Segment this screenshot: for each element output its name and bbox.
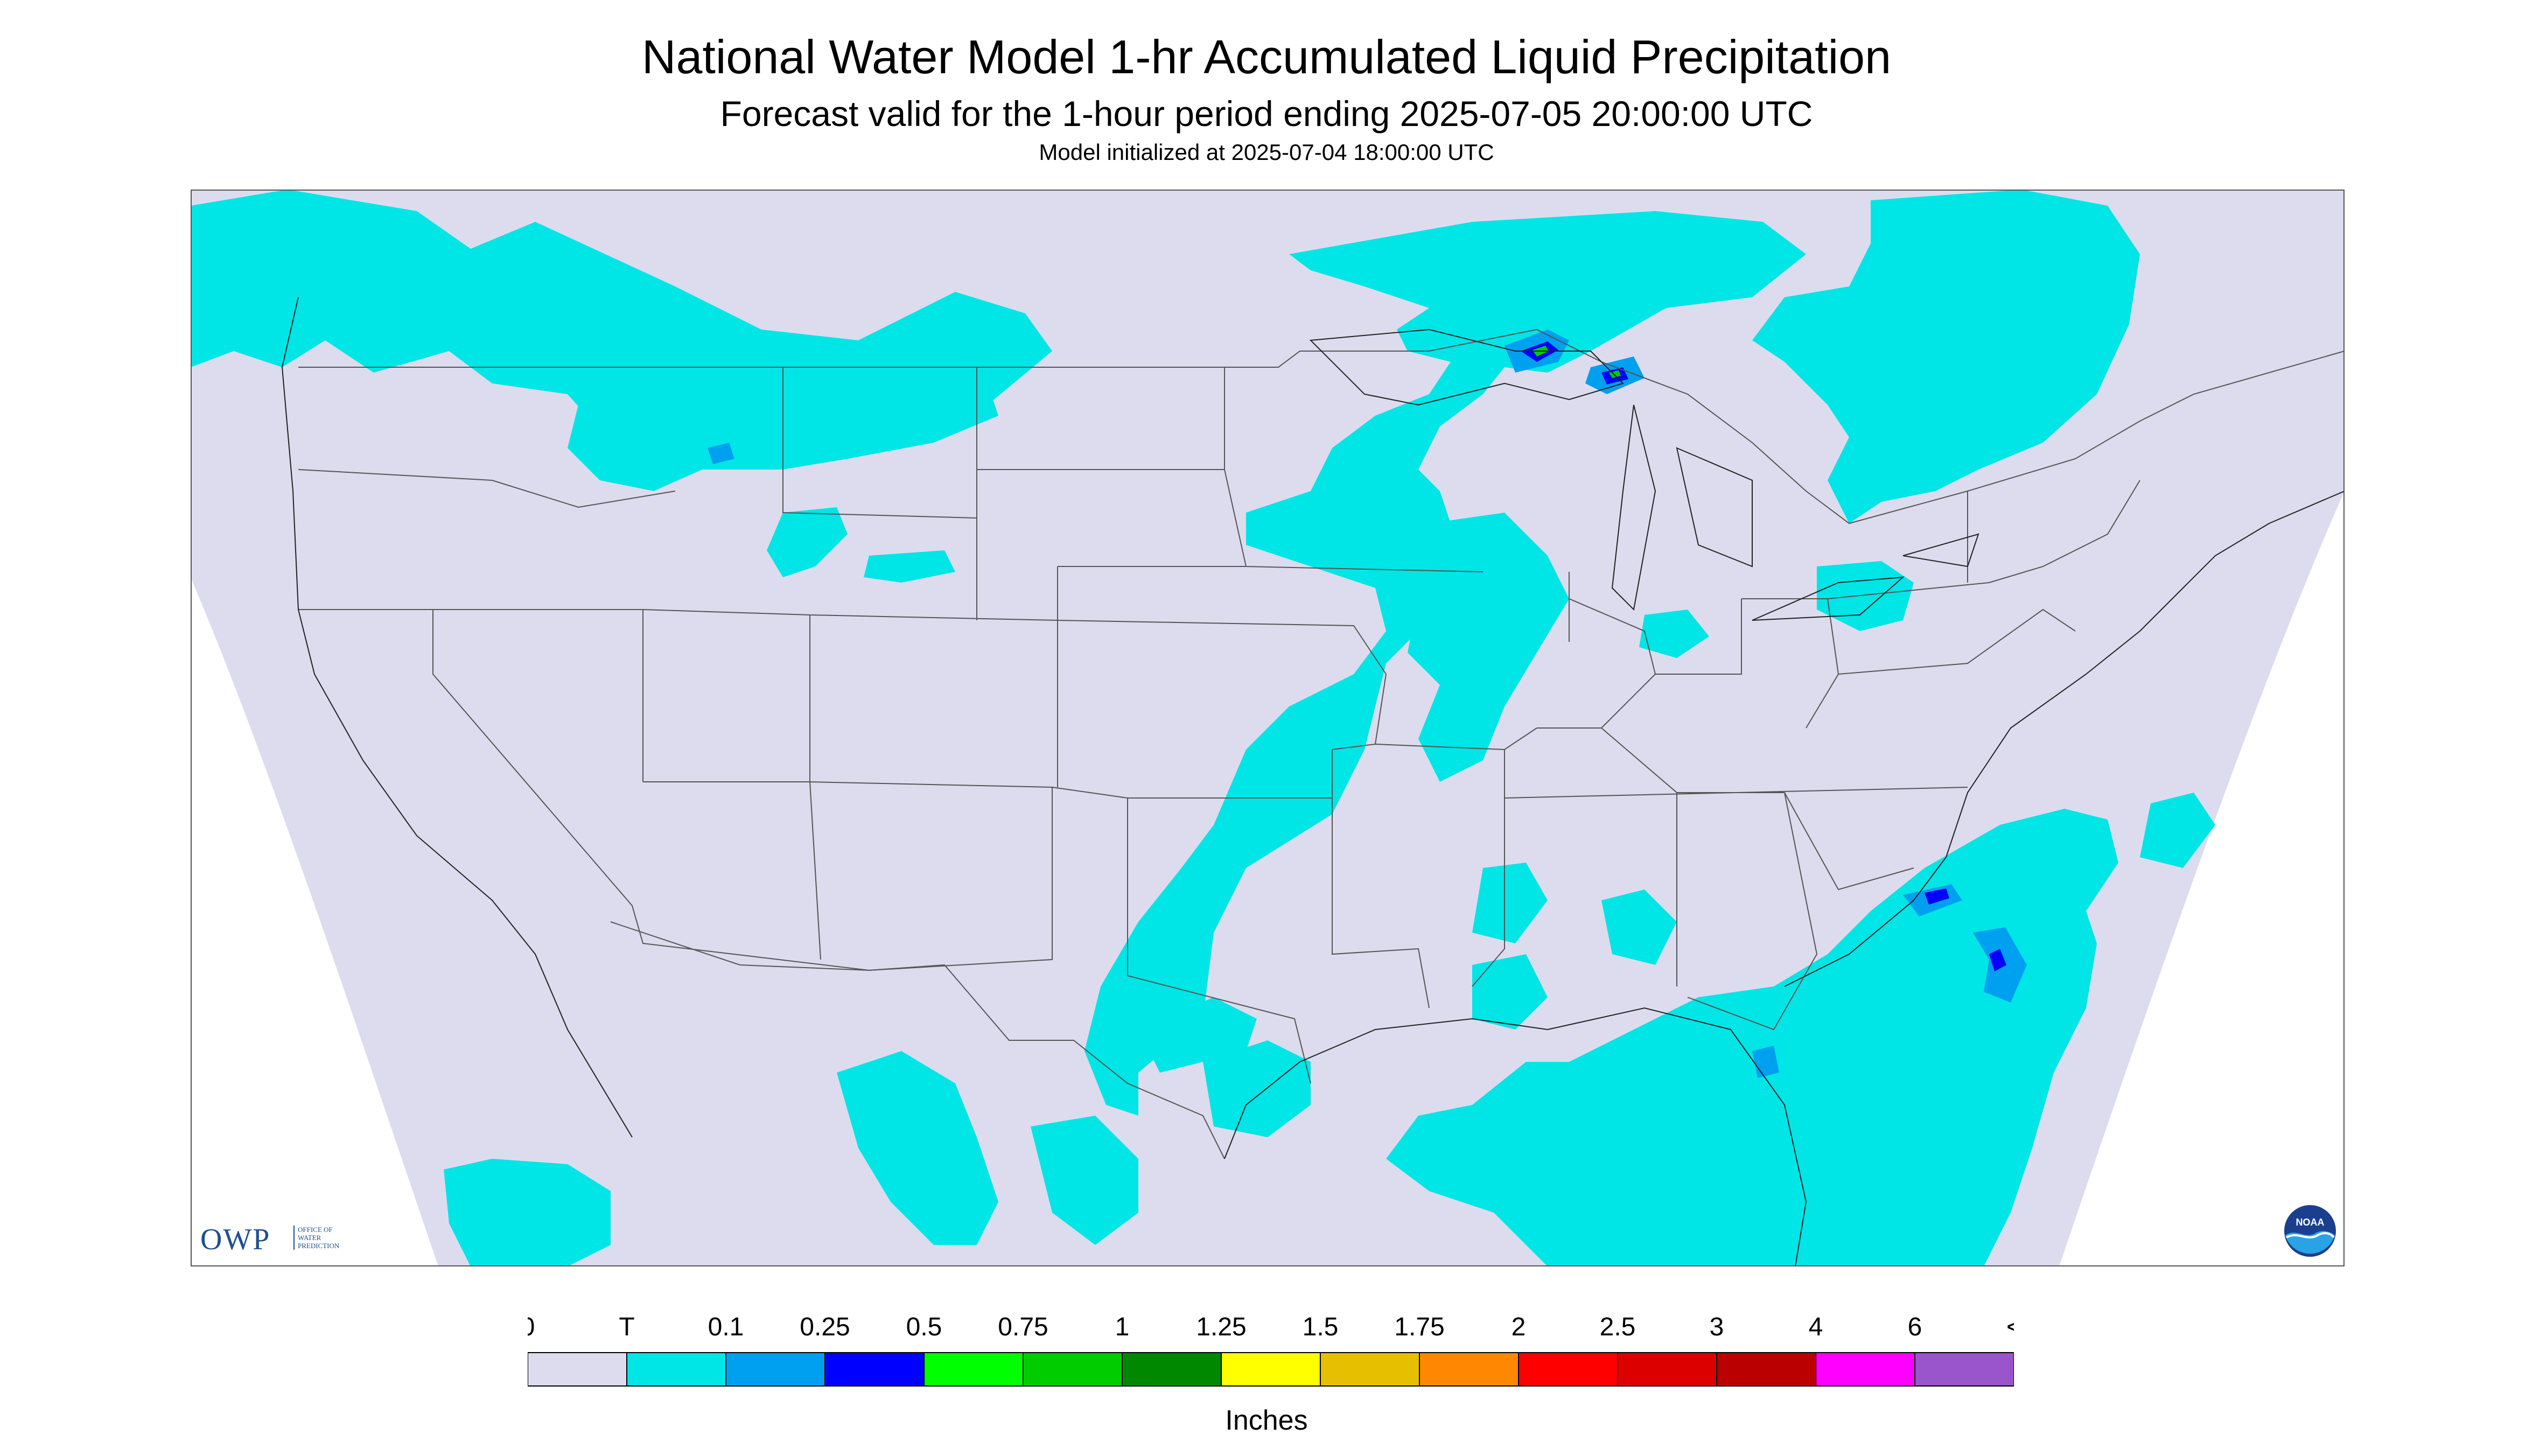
legend-swatch: [1122, 1352, 1222, 1387]
precip-area-louisiana: [1472, 954, 1548, 1030]
legend-label: 0.5: [906, 1313, 942, 1341]
legend-label: 0.1: [708, 1313, 744, 1341]
precip-area-ontario-quebec: [1752, 190, 2140, 523]
precip-area-baja-pacific: [444, 1159, 611, 1266]
precip-area-mississippi: [1472, 863, 1548, 943]
legend-label: 0: [528, 1313, 535, 1341]
legend-label: 6: [1908, 1313, 1922, 1341]
precip-heavy-carolina: [1925, 888, 1949, 905]
noaa-logo-text: NOAA: [2296, 1217, 2325, 1228]
owp-logo-name: OFFICE OF WATER PREDICTION: [293, 1226, 339, 1250]
legend-label: 2: [1512, 1313, 1526, 1341]
precip-area-texas: [1138, 997, 1257, 1073]
owp-logo-line: OFFICE OF: [298, 1226, 333, 1234]
legend-swatch: [923, 1352, 1024, 1387]
legend-label: 3: [1710, 1313, 1724, 1341]
legend-swatch: [1914, 1352, 2014, 1387]
legend-swatch: [725, 1352, 825, 1387]
precip-area-michigan-ohio: [1639, 610, 1709, 658]
state-lines-east: [1504, 480, 2140, 1031]
noaa-logo-icon: NOAA: [2284, 1205, 2336, 1257]
precip-area-wyoming: [767, 507, 848, 577]
owp-logo-line: WATER: [298, 1234, 321, 1242]
legend-labels: 0 T 0.1 0.25 0.5 0.75 1 1.25 1.5 1.75 2 2.5 3 4 6 <: [528, 1313, 2014, 1341]
precip-area-gulf: [1203, 1040, 1311, 1137]
coastline-gulf-atlantic: [1224, 491, 2345, 1266]
legend-label: 1: [1115, 1313, 1130, 1341]
canada-us-border: [298, 328, 2345, 524]
legend-label: 1.75: [1394, 1313, 1444, 1341]
coastline-pacific: [281, 297, 633, 1138]
precipitation-map: [191, 190, 2345, 1266]
legend-swatch: [1716, 1352, 1816, 1387]
legend-swatch: [528, 1352, 627, 1387]
political-boundaries: [281, 297, 2345, 1266]
legend-units: Inches: [1225, 1405, 1308, 1436]
legend-swatch: [1221, 1352, 1321, 1387]
precip-heavy-atlantic: [1989, 949, 2006, 971]
precip-core-montana: [708, 443, 734, 464]
legend-swatch: [1320, 1352, 1420, 1387]
legend-label: T: [619, 1313, 634, 1341]
legend-swatch: [1815, 1352, 1915, 1387]
legend-label: 0.25: [800, 1313, 850, 1341]
legend-swatch: [824, 1352, 925, 1387]
model-init-time: Model initialized at 2025-07-04 18:00:00…: [1039, 139, 1494, 165]
legend-label: <: [2006, 1313, 2014, 1341]
great-lakes: [1309, 328, 1979, 621]
legend-label: 4: [1809, 1313, 1823, 1341]
legend-label: 0.75: [998, 1313, 1048, 1341]
legend-swatch: [1023, 1352, 1123, 1387]
legend-swatches: [528, 1352, 2014, 1387]
map-border: [191, 190, 2345, 1266]
owp-logo-line: PREDICTION: [298, 1242, 340, 1250]
legend-swatch: [1617, 1352, 1717, 1387]
legend-label: 1.25: [1196, 1313, 1246, 1341]
legend-label: 2.5: [1600, 1313, 1636, 1341]
precipitation-field: [191, 190, 2215, 1266]
precip-area-wyoming-2: [864, 550, 955, 583]
precip-area-mexico-2: [1031, 1116, 1138, 1245]
precip-area-alabama: [1601, 890, 1677, 965]
legend-swatch: [1518, 1352, 1618, 1387]
legend-swatch: [626, 1352, 726, 1387]
map-subtitle: Forecast valid for the 1-hour period end…: [720, 94, 1813, 134]
precip-area-atlantic-east: [2140, 793, 2215, 868]
us-mexico-border: [610, 921, 1225, 1159]
precip-legend: 0 T 0.1 0.25 0.5 0.75 1 1.25 1.5 1.75 2 2.5 3 4 6 <: [528, 1313, 2014, 1387]
legend-label: 1.5: [1303, 1313, 1339, 1341]
legend-swatch: [1419, 1352, 1519, 1387]
precip-area-southeast-atlantic: [1386, 809, 2118, 1266]
owp-logo-abbrev: OWP: [200, 1223, 271, 1256]
map-title: National Water Model 1-hr Accumulated Li…: [641, 30, 1892, 83]
precip-area-mexico: [837, 1051, 998, 1245]
precip-area-iowa: [1408, 513, 1569, 782]
